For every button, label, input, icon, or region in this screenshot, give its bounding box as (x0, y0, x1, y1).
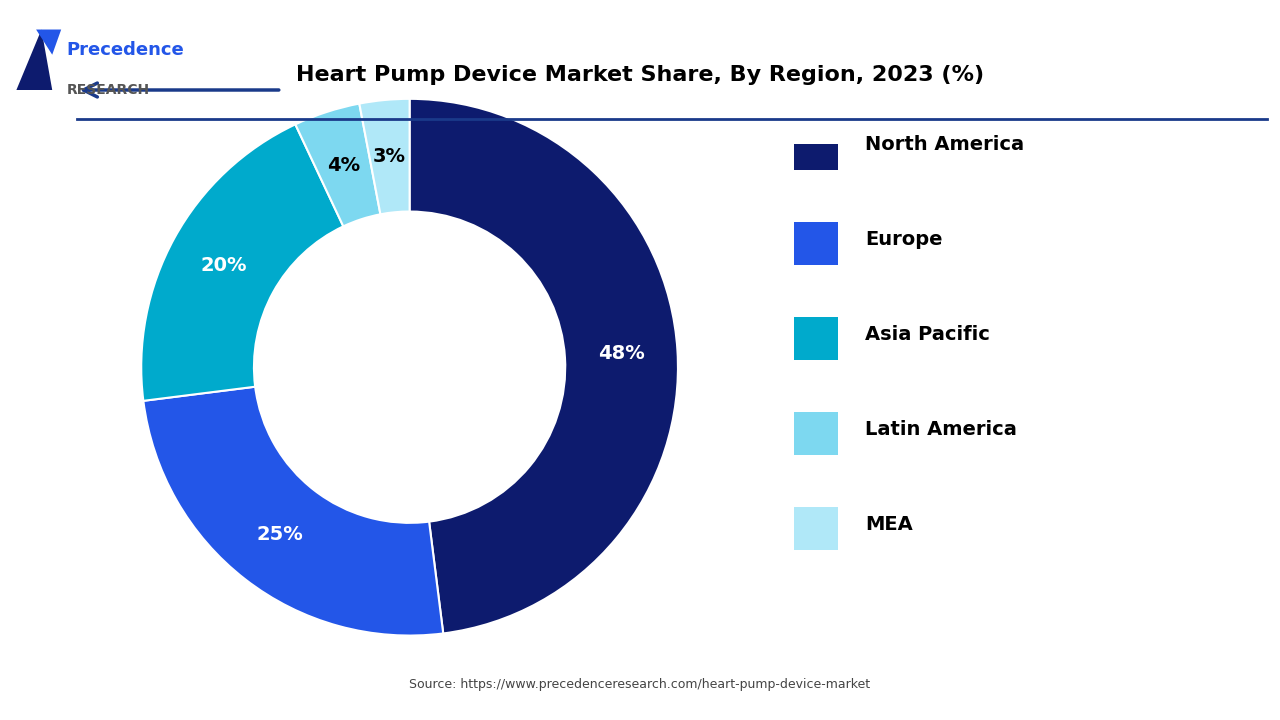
Text: 4%: 4% (328, 156, 361, 175)
FancyBboxPatch shape (794, 222, 838, 265)
Polygon shape (36, 30, 61, 55)
Wedge shape (360, 99, 410, 215)
FancyBboxPatch shape (794, 317, 838, 360)
Text: 48%: 48% (598, 344, 645, 364)
Wedge shape (410, 99, 678, 634)
Text: Latin America: Latin America (865, 420, 1018, 438)
Text: 20%: 20% (201, 256, 247, 274)
Text: MEA: MEA (865, 515, 913, 534)
Wedge shape (141, 125, 343, 401)
Text: Europe: Europe (865, 230, 943, 248)
FancyBboxPatch shape (794, 127, 838, 170)
Text: 3%: 3% (374, 147, 406, 166)
Text: 25%: 25% (256, 525, 303, 544)
Text: RESEARCH: RESEARCH (67, 83, 150, 97)
Text: Source: https://www.precedenceresearch.com/heart-pump-device-market: Source: https://www.precedenceresearch.c… (410, 678, 870, 691)
Wedge shape (296, 104, 380, 226)
Text: Precedence: Precedence (67, 40, 184, 58)
FancyBboxPatch shape (794, 507, 838, 550)
Polygon shape (17, 30, 52, 90)
Text: Asia Pacific: Asia Pacific (865, 325, 991, 343)
Wedge shape (143, 387, 443, 636)
Text: Heart Pump Device Market Share, By Region, 2023 (%): Heart Pump Device Market Share, By Regio… (296, 65, 984, 85)
Text: North America: North America (865, 135, 1024, 153)
FancyBboxPatch shape (794, 412, 838, 455)
